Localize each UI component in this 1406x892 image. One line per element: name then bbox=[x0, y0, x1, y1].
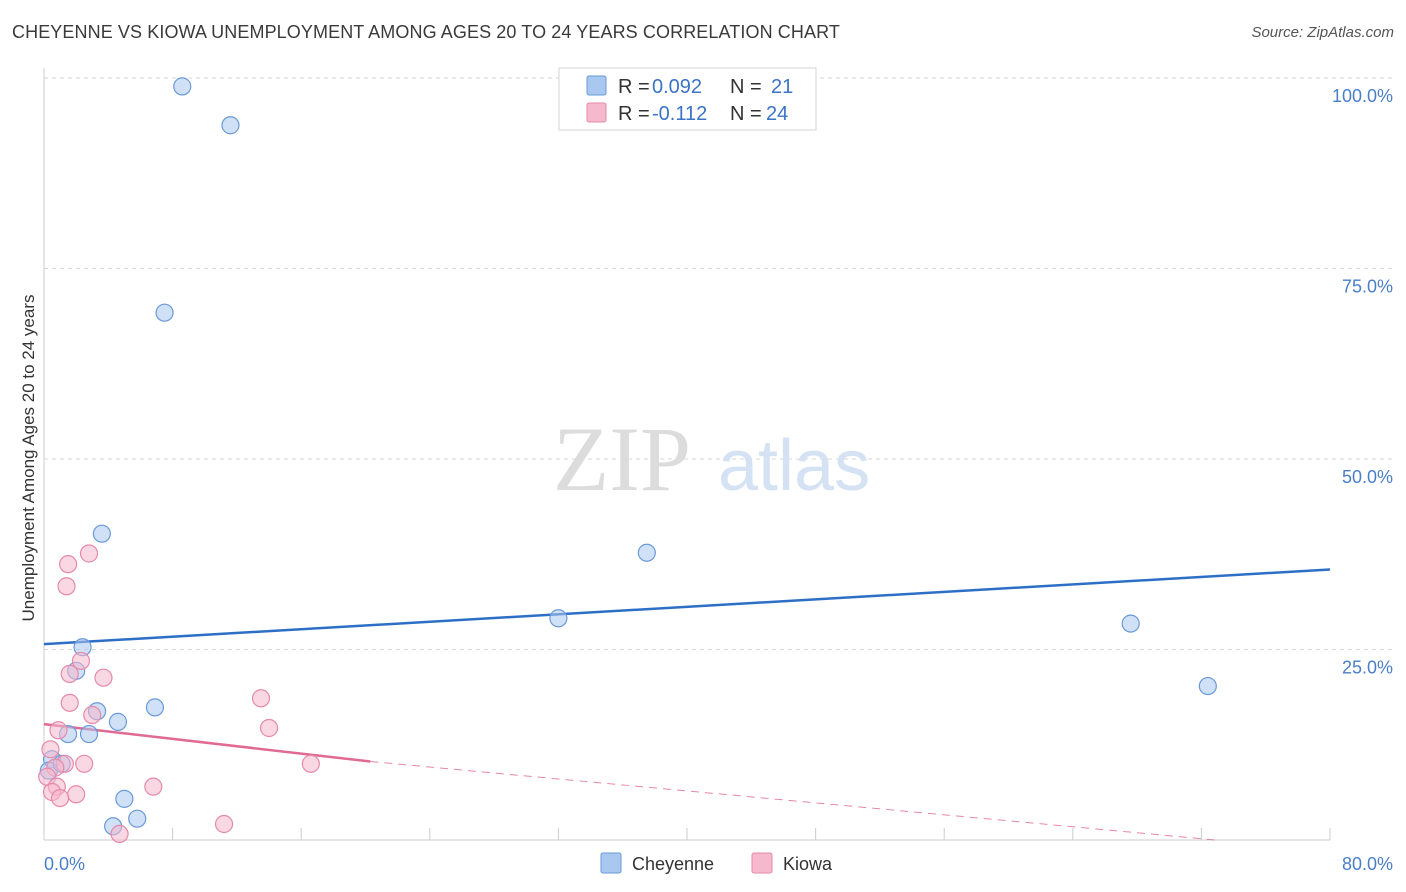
point-cheyenne-1 bbox=[221, 116, 240, 135]
point-kiowa-23 bbox=[110, 824, 129, 844]
point-cheyenne-18 bbox=[115, 789, 134, 808]
point-kiowa-22 bbox=[214, 814, 234, 834]
axes bbox=[43, 68, 1331, 841]
point-kiowa-7 bbox=[251, 689, 271, 708]
point-cheyenne-4 bbox=[549, 609, 568, 628]
point-cheyenne-11 bbox=[108, 712, 128, 731]
watermark: ZIP atlas bbox=[553, 408, 870, 510]
x-tick-label-1: 80.0% bbox=[1342, 854, 1393, 874]
series-legend: Cheyenne Kiowa bbox=[600, 852, 833, 874]
point-cheyenne-14 bbox=[79, 724, 99, 744]
legend-n-value-kiowa: 24 bbox=[766, 103, 788, 125]
series-legend-label-cheyenne: Cheyenne bbox=[632, 854, 714, 874]
point-kiowa-1 bbox=[79, 544, 99, 563]
series-legend-swatch-cheyenne bbox=[600, 852, 622, 874]
point-kiowa-0 bbox=[59, 555, 78, 574]
legend-swatch-cheyenne bbox=[586, 75, 607, 96]
correlation-legend: R = 0.092 N = 21 R = -0.112 N = 24 bbox=[558, 67, 817, 131]
y-tick-label-3: 100.0% bbox=[1332, 86, 1393, 106]
point-cheyenne-2 bbox=[155, 303, 174, 322]
watermark-zip: ZIP bbox=[553, 408, 691, 510]
legend-n-label-kiowa: N = bbox=[730, 103, 762, 125]
point-cheyenne-5 bbox=[637, 543, 656, 562]
chart-title: CHEYENNE VS KIOWA UNEMPLOYMENT AMONG AGE… bbox=[12, 22, 840, 42]
point-kiowa-10 bbox=[49, 721, 68, 740]
point-cheyenne-7 bbox=[1198, 676, 1217, 696]
point-kiowa-4 bbox=[60, 664, 79, 683]
point-kiowa-19 bbox=[67, 785, 86, 804]
point-cheyenne-3 bbox=[92, 524, 111, 543]
point-cheyenne-12 bbox=[145, 698, 165, 717]
x-tick-labels: 0.0% 80.0% bbox=[44, 854, 1393, 874]
point-kiowa-8 bbox=[83, 705, 102, 725]
point-kiowa-14 bbox=[301, 754, 320, 773]
trend-line-cheyenne bbox=[43, 568, 1331, 646]
y-tick-label-2: 75.0% bbox=[1342, 277, 1393, 297]
point-cheyenne-20 bbox=[128, 809, 147, 828]
legend-r-label-cheyenne: R = bbox=[618, 76, 650, 98]
y-tick-label-1: 50.0% bbox=[1342, 467, 1393, 487]
point-cheyenne-6 bbox=[1121, 614, 1140, 633]
series-legend-swatch-kiowa bbox=[751, 852, 773, 874]
trend-line-kiowa-extension bbox=[370, 761, 1216, 841]
point-kiowa-5 bbox=[94, 668, 113, 687]
legend-n-value-cheyenne: 21 bbox=[771, 76, 793, 98]
point-kiowa-11 bbox=[41, 740, 60, 759]
y-axis-label: Unemployment Among Ages 20 to 24 years bbox=[19, 295, 38, 622]
trend-lines bbox=[43, 568, 1331, 841]
y-tick-label-0: 25.0% bbox=[1342, 658, 1393, 678]
legend-swatch-kiowa bbox=[586, 102, 607, 123]
grid-lines bbox=[44, 77, 1394, 650]
watermark-atlas: atlas bbox=[718, 426, 870, 506]
y-tick-labels: 25.0% 50.0% 75.0% 100.0% bbox=[1332, 86, 1393, 678]
point-kiowa-3 bbox=[71, 651, 91, 671]
series-legend-label-kiowa: Kiowa bbox=[783, 854, 833, 874]
point-kiowa-6 bbox=[60, 693, 79, 712]
legend-n-label-cheyenne: N = bbox=[730, 76, 762, 98]
trend-line-kiowa bbox=[43, 722, 371, 763]
legend-r-value-kiowa: -0.112 bbox=[652, 103, 707, 125]
point-kiowa-2 bbox=[57, 577, 76, 596]
legend-r-label-kiowa: R = bbox=[618, 103, 650, 125]
point-kiowa-20 bbox=[50, 788, 70, 808]
source-credit: Source: ZipAtlas.com bbox=[1251, 24, 1394, 41]
point-kiowa-21 bbox=[144, 777, 163, 796]
data-points bbox=[38, 77, 1217, 844]
x-tick-label-0: 0.0% bbox=[44, 854, 85, 874]
legend-r-value-cheyenne: 0.092 bbox=[652, 76, 702, 98]
point-kiowa-13 bbox=[75, 754, 94, 773]
point-cheyenne-0 bbox=[173, 77, 192, 96]
point-kiowa-9 bbox=[259, 718, 279, 738]
